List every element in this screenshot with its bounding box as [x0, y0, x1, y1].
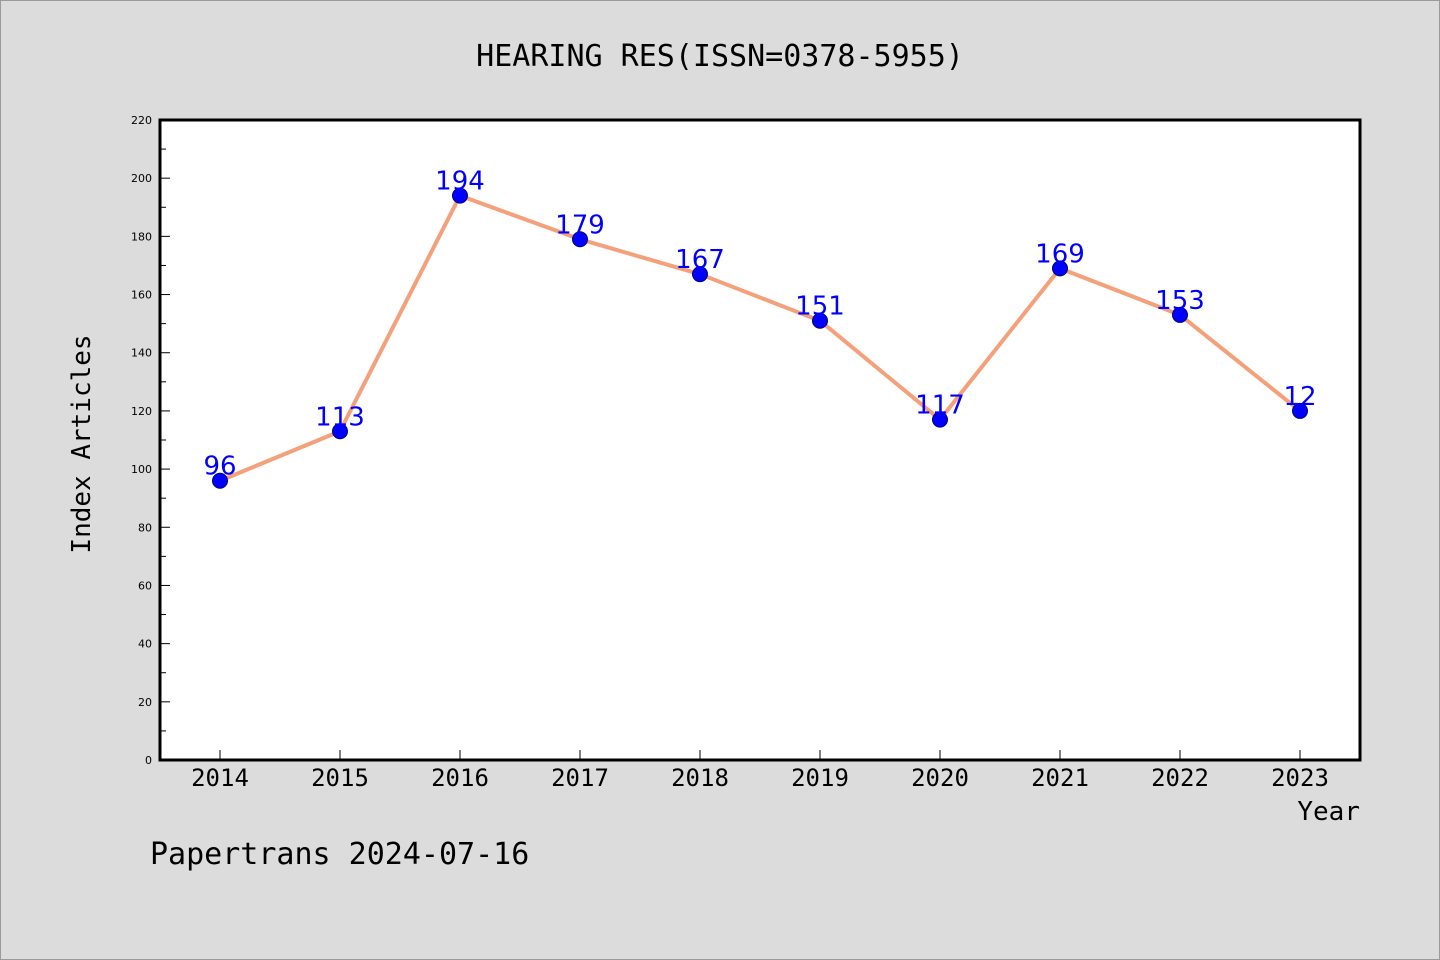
data-label: 113	[315, 402, 365, 432]
y-tick-label: 100	[131, 463, 152, 476]
data-label: 167	[675, 245, 725, 275]
data-point	[452, 187, 468, 204]
data-point	[1292, 402, 1308, 419]
y-tick-label: 60	[138, 579, 152, 592]
data-label: 194	[435, 167, 485, 197]
y-tick-label: 120	[131, 405, 152, 418]
y-tick-label: 40	[138, 638, 152, 651]
x-tick-label: 2022	[1151, 764, 1209, 792]
data-label: 117	[915, 391, 965, 421]
y-tick-label: 0	[145, 754, 152, 767]
y-tick-label: 140	[131, 347, 152, 360]
data-label: 169	[1035, 239, 1085, 269]
x-tick-label: 2017	[551, 764, 609, 792]
y-tick-label: 160	[131, 289, 152, 302]
x-tick-label: 2014	[191, 764, 249, 792]
x-tick-label: 2016	[431, 764, 489, 792]
x-tick-label: 2018	[671, 764, 729, 792]
x-axis-label: Year	[1297, 797, 1360, 827]
footer-text: Papertrans 2024-07-16	[150, 837, 529, 872]
plot-border	[158, 118, 1362, 762]
data-label: 179	[555, 210, 605, 240]
x-tick-label: 2023	[1271, 764, 1329, 792]
data-label: 96	[203, 452, 236, 482]
data-point	[812, 312, 828, 329]
x-tick-label: 2019	[791, 764, 849, 792]
data-point	[332, 423, 348, 440]
data-point	[1052, 260, 1068, 277]
data-label: 153	[1155, 286, 1205, 316]
data-point	[692, 266, 708, 283]
y-tick-label: 80	[138, 521, 152, 534]
y-axis-label: Index Articles	[67, 334, 97, 553]
x-tick-label: 2020	[911, 764, 969, 792]
plot-area	[160, 120, 1360, 760]
y-tick-label: 220	[131, 114, 152, 127]
data-point	[212, 472, 228, 489]
y-tick-label: 200	[131, 172, 152, 185]
series-line	[219, 193, 1302, 483]
x-tick-label: 2021	[1031, 764, 1089, 792]
data-label: 151	[795, 292, 845, 322]
y-tick-label: 20	[138, 696, 152, 709]
x-tick-label: 2015	[311, 764, 369, 792]
data-point	[932, 411, 948, 428]
y-axis: 0 20 40 60 80 100 120 140 160 180 200 220	[131, 114, 170, 767]
x-axis: 2014 2015 2016 2017 2018 2019 2020 2021 2022 2023	[191, 750, 1329, 792]
chart-title: HEARING RES(ISSN=0378-5955)	[476, 39, 964, 74]
series-index-articles: 96 113 194 179 167 151 117 169 153 12	[203, 167, 1317, 489]
data-point	[572, 231, 588, 248]
data-point	[1172, 306, 1188, 323]
y-tick-label: 180	[131, 230, 152, 243]
data-label: 12	[1283, 382, 1316, 412]
